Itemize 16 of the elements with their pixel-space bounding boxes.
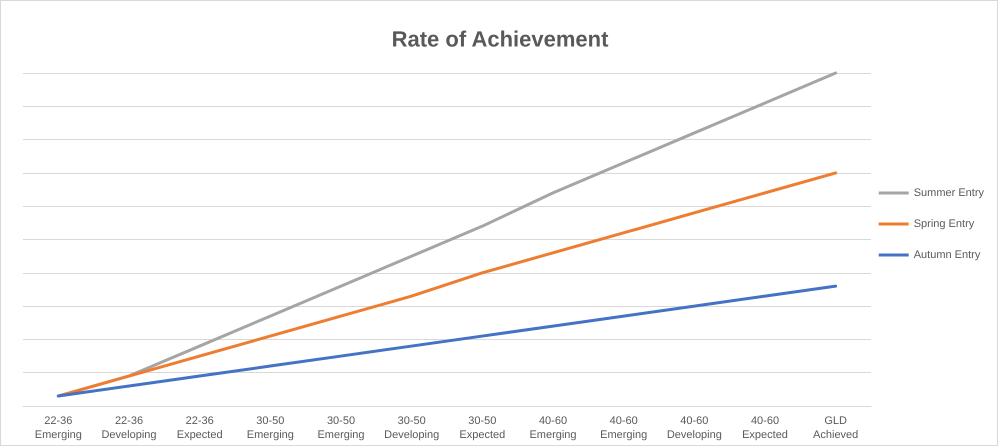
x-tick-label: 22-36 Expected xyxy=(176,415,223,441)
legend-label: Spring Entry xyxy=(914,218,975,230)
x-tick-label: 40-60 Emerging xyxy=(529,415,577,441)
x-tick-label: 30-50 Emerging xyxy=(246,415,294,441)
legend-label: Summer Entry xyxy=(914,187,984,199)
x-tick-label: 30-50 Emerging xyxy=(317,415,365,441)
x-tick-label: 40-60 Emerging xyxy=(600,415,648,441)
x-tick-label: 30-50 Expected xyxy=(459,415,506,441)
x-tick-label: 22-36 Emerging xyxy=(34,415,82,441)
x-tick-label: 22-36 Developing xyxy=(101,415,157,441)
x-tick-label: GLD Achieved xyxy=(813,415,858,441)
x-tick-label: 40-60 Developing xyxy=(666,415,722,441)
x-tick-label: 40-60 Expected xyxy=(742,415,788,441)
legend-label: Autumn Entry xyxy=(914,249,981,261)
chart-title: Rate of Achievement xyxy=(392,26,610,52)
x-tick-label: 30-50 Developing xyxy=(384,415,440,441)
